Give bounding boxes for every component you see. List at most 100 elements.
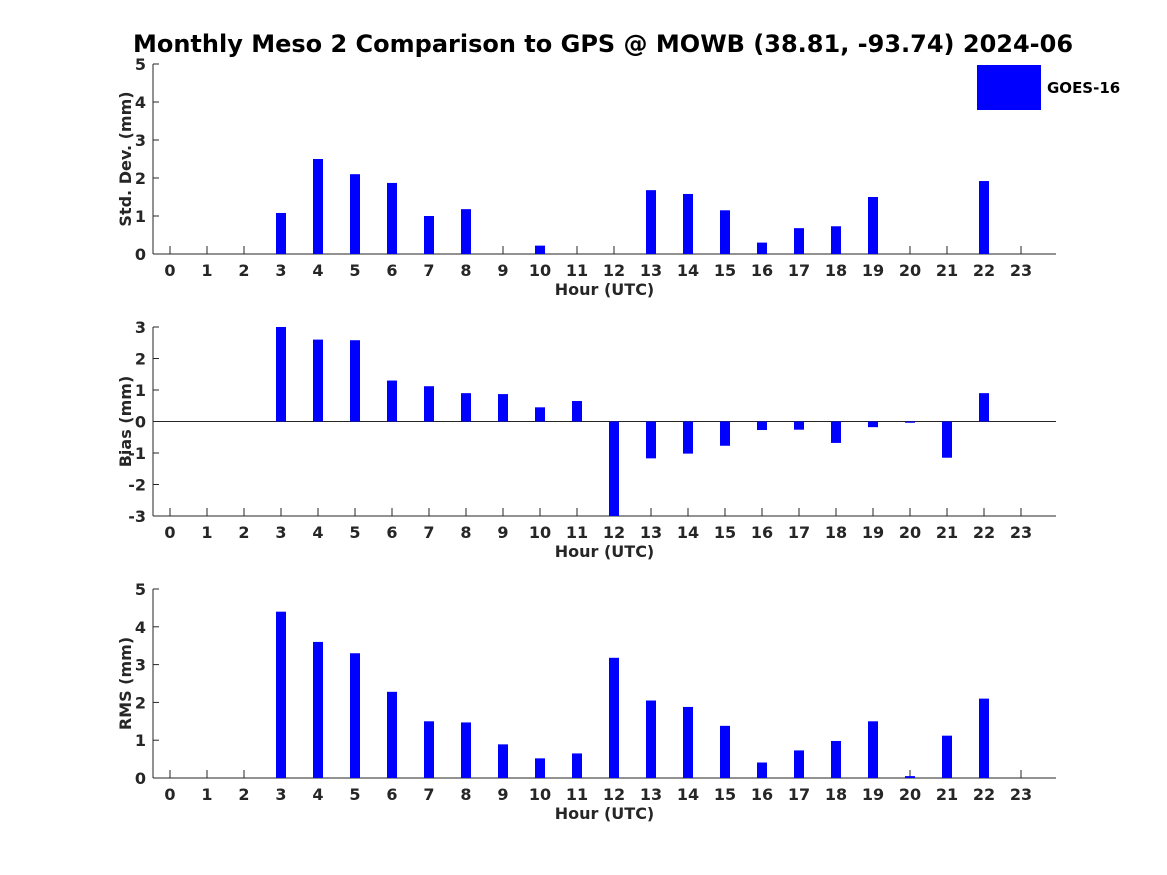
bar xyxy=(683,193,693,254)
bar xyxy=(313,159,323,254)
bar xyxy=(424,386,434,422)
x-tick-label: 23 xyxy=(1010,785,1032,804)
x-tick-label: 11 xyxy=(566,785,588,804)
x-tick-label: 21 xyxy=(936,785,958,804)
x-tick-label: 1 xyxy=(201,261,212,280)
bar xyxy=(757,762,767,778)
bar xyxy=(276,327,286,422)
x-tick-label: 17 xyxy=(788,523,810,542)
y-tick-label: 1 xyxy=(135,731,146,750)
x-tick-label: 21 xyxy=(936,523,958,542)
y-tick-label: 4 xyxy=(135,618,146,637)
y-tick-label: 5 xyxy=(135,55,146,74)
x-tick-label: 13 xyxy=(640,523,662,542)
y-axis-label: Std. Dev. (mm) xyxy=(116,91,135,226)
x-tick-label: 15 xyxy=(714,261,736,280)
bar xyxy=(461,722,471,778)
y-tick-label: 5 xyxy=(135,580,146,599)
y-tick-label: 3 xyxy=(135,656,146,675)
x-tick-label: 9 xyxy=(497,523,508,542)
x-tick-label: 7 xyxy=(423,261,434,280)
y-tick-label: 4 xyxy=(135,93,146,112)
bar xyxy=(831,226,841,254)
bar xyxy=(979,698,989,778)
y-axis-label: Bias (mm) xyxy=(116,376,135,468)
x-tick-label: 20 xyxy=(899,523,921,542)
bar xyxy=(794,421,804,430)
bar xyxy=(572,401,582,422)
x-tick-label: 0 xyxy=(164,261,175,280)
x-tick-label: 13 xyxy=(640,785,662,804)
bar xyxy=(720,210,730,254)
bar xyxy=(905,421,915,423)
x-tick-label: 4 xyxy=(312,523,323,542)
bar xyxy=(535,407,545,422)
x-tick-label: 8 xyxy=(460,785,471,804)
bar xyxy=(942,735,952,778)
x-tick-label: 10 xyxy=(529,523,551,542)
bar xyxy=(942,421,952,458)
x-tick-label: 11 xyxy=(566,261,588,280)
x-tick-label: 16 xyxy=(751,785,773,804)
bar xyxy=(646,190,656,254)
x-tick-label: 18 xyxy=(825,261,847,280)
y-tick-label: 2 xyxy=(135,350,146,369)
x-tick-label: 9 xyxy=(497,261,508,280)
x-tick-label: 2 xyxy=(238,261,249,280)
x-tick-label: 14 xyxy=(677,261,699,280)
x-tick-label: 20 xyxy=(899,785,921,804)
x-tick-label: 1 xyxy=(201,523,212,542)
bar xyxy=(276,212,286,254)
x-tick-label: 12 xyxy=(603,785,625,804)
x-tick-label: 22 xyxy=(973,261,995,280)
y-tick-label: 2 xyxy=(135,693,146,712)
x-tick-label: 7 xyxy=(423,523,434,542)
y-tick-label: -1 xyxy=(128,444,146,463)
bar xyxy=(794,228,804,254)
x-tick-label: 18 xyxy=(825,523,847,542)
x-axis-label: Hour (UTC) xyxy=(555,280,655,299)
x-tick-label: 16 xyxy=(751,523,773,542)
y-tick-label: -3 xyxy=(128,507,146,526)
bar xyxy=(424,216,434,254)
bar xyxy=(831,421,841,443)
bar xyxy=(535,245,545,254)
bar xyxy=(979,393,989,422)
chart-title: Monthly Meso 2 Comparison to GPS @ MOWB … xyxy=(133,30,1073,58)
bar xyxy=(313,641,323,778)
bar xyxy=(794,750,804,778)
bar xyxy=(461,209,471,254)
bar xyxy=(720,421,730,446)
bar xyxy=(276,611,286,778)
bar xyxy=(646,700,656,778)
y-tick-label: 0 xyxy=(135,413,146,432)
bar xyxy=(498,394,508,422)
bar xyxy=(609,421,619,516)
x-tick-label: 4 xyxy=(312,785,323,804)
x-tick-label: 0 xyxy=(164,785,175,804)
y-tick-label: 2 xyxy=(135,169,146,188)
x-tick-label: 14 xyxy=(677,785,699,804)
bar xyxy=(387,380,397,422)
y-tick-label: 0 xyxy=(135,769,146,788)
x-tick-label: 5 xyxy=(349,261,360,280)
x-tick-label: 19 xyxy=(862,785,884,804)
x-tick-label: 20 xyxy=(899,261,921,280)
bar xyxy=(757,242,767,254)
legend: GOES-16 xyxy=(977,65,1120,110)
x-tick-label: 12 xyxy=(603,523,625,542)
x-tick-label: 6 xyxy=(386,523,397,542)
bar xyxy=(831,740,841,778)
bar xyxy=(683,706,693,778)
legend-label: GOES-16 xyxy=(1047,79,1120,97)
x-tick-label: 19 xyxy=(862,523,884,542)
x-tick-label: 4 xyxy=(312,261,323,280)
x-tick-label: 23 xyxy=(1010,261,1032,280)
x-tick-label: 2 xyxy=(238,523,249,542)
x-tick-label: 10 xyxy=(529,785,551,804)
x-tick-label: 10 xyxy=(529,261,551,280)
y-tick-label: 3 xyxy=(135,131,146,150)
